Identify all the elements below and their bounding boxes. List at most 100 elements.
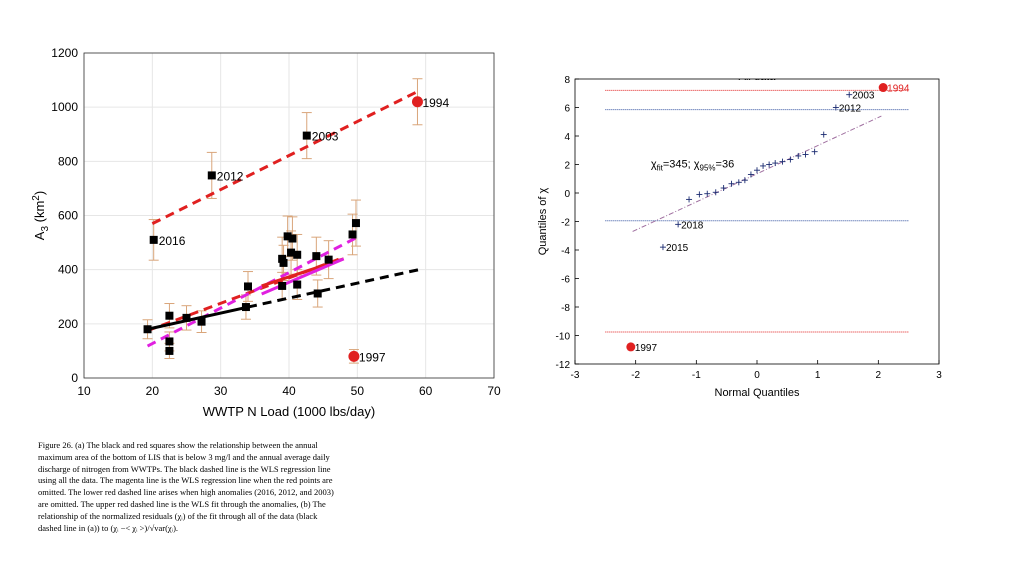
x-tick-label: 0 — [754, 370, 760, 381]
y-tick-label: 0 — [564, 189, 570, 200]
y-axis-label: Quantiles of χ — [537, 188, 549, 256]
data-point — [312, 252, 321, 261]
y-tick-label: -10 — [556, 332, 571, 343]
quantile-point — [760, 162, 767, 169]
highlight-point — [878, 83, 888, 93]
y-tick-label: 4 — [564, 132, 570, 143]
quantile-point — [747, 171, 754, 178]
data-point — [302, 131, 311, 140]
point-label: 2016 — [159, 234, 186, 248]
plot-frame — [574, 78, 940, 365]
point-label: 2003 — [312, 130, 339, 144]
point-label: 1997 — [359, 350, 386, 364]
data-point — [293, 280, 302, 289]
highlight-point — [411, 96, 423, 108]
quantile-point — [712, 189, 719, 196]
quantile-point — [787, 156, 794, 163]
y-tick-label: 200 — [58, 317, 78, 331]
regression-line — [146, 235, 359, 348]
data-point — [348, 230, 357, 239]
quantile-point — [832, 104, 839, 111]
quantile-point — [659, 244, 666, 251]
y-tick-label: 1000 — [51, 100, 78, 114]
y-axis-label-part: ) — [32, 191, 47, 195]
chi-annotation-part: fit — [657, 163, 664, 172]
y-tick-label: 1200 — [51, 46, 78, 60]
y-tick-label: 0 — [71, 371, 78, 385]
data-point — [165, 311, 174, 320]
caption-line: are omitted. The upper red dashed line i… — [38, 498, 326, 509]
y-tick-label: 400 — [58, 263, 78, 277]
data-point — [182, 313, 191, 322]
x-tick-label: 3 — [936, 370, 942, 381]
data-point — [283, 232, 292, 241]
data-point — [278, 281, 287, 290]
y-tick-label: 800 — [58, 154, 78, 168]
x-tick-label: 50 — [351, 384, 365, 398]
y-tick-label: -2 — [561, 218, 570, 229]
title-mask — [530, 62, 960, 79]
quantile-point — [754, 167, 760, 174]
x-tick-label: -3 — [571, 370, 580, 381]
quantile-point — [779, 158, 786, 165]
x-axis-label: Normal Quantiles — [715, 387, 800, 399]
point-label: 1997 — [635, 343, 658, 354]
data-point — [288, 234, 297, 243]
data-point — [287, 248, 296, 257]
y-tick-label: -8 — [561, 303, 570, 314]
y-tick-label: 600 — [58, 209, 78, 223]
quantile-point — [696, 191, 703, 198]
y-axis-label-part: (km — [32, 201, 47, 226]
quantile-point — [735, 179, 742, 186]
regression-line — [261, 257, 345, 296]
x-tick-label: 40 — [282, 384, 296, 398]
quantile-point — [728, 180, 735, 187]
chi-annotation: χfit=345; χ95%=36 — [651, 158, 734, 172]
data-point — [165, 337, 174, 346]
data-point — [278, 254, 287, 263]
x-tick-label: -1 — [692, 370, 701, 381]
data-point — [143, 325, 152, 334]
data-point — [207, 171, 216, 180]
point-label: 1994 — [422, 96, 449, 110]
x-tick-label: 30 — [214, 384, 228, 398]
chi-annotation-part: χ — [651, 158, 657, 170]
data-point — [149, 235, 158, 244]
x-tick-label: 1 — [815, 370, 821, 381]
quantile-point — [811, 148, 818, 155]
data-point — [165, 346, 174, 355]
point-label: 2012 — [839, 104, 862, 115]
caption-line: omitted. The lower red dashed line arise… — [38, 487, 334, 498]
regression-line — [147, 256, 345, 333]
x-tick-label: -2 — [631, 370, 640, 381]
quantile-point — [795, 152, 802, 159]
point-label: 2003 — [852, 91, 875, 102]
point-label: 2015 — [666, 243, 689, 254]
x-tick-label: 60 — [419, 384, 433, 398]
y-axis-label-part: A — [32, 231, 47, 240]
y-axis-label: A3 (km2) — [31, 191, 51, 240]
x-tick-label: 20 — [146, 384, 160, 398]
figure-caption: Figure 26. (a) The black and red squares… — [38, 440, 390, 534]
data-point — [351, 219, 360, 228]
y-tick-label: 8 — [564, 75, 570, 86]
quantile-point — [720, 185, 727, 192]
quantile-point — [686, 196, 693, 203]
point-label: 2012 — [217, 169, 244, 183]
y-tick-label: -4 — [561, 246, 570, 257]
data-point — [241, 303, 250, 312]
quantile-point — [772, 160, 779, 167]
chi-annotation-part: =345; χ — [663, 158, 700, 170]
load-vs-area-chart: 10 20 30 40 50 60 70 0 200 400 600 800 1000 1200 WWTP … — [31, 46, 501, 419]
highlight-point — [348, 350, 360, 362]
data-point — [313, 289, 322, 298]
caption-line: relationship of the normalized residuals… — [38, 510, 318, 521]
quantile-chart: All data-3-2-10123-12-10-8-6-4-202468Nor… — [530, 62, 960, 399]
data-point — [293, 250, 302, 259]
chi-annotation-part: 95% — [700, 163, 716, 172]
data-point — [279, 258, 288, 267]
quantile-point — [802, 151, 809, 158]
data-point — [324, 255, 333, 264]
fit-line — [632, 115, 882, 232]
quantile-point — [704, 190, 711, 197]
